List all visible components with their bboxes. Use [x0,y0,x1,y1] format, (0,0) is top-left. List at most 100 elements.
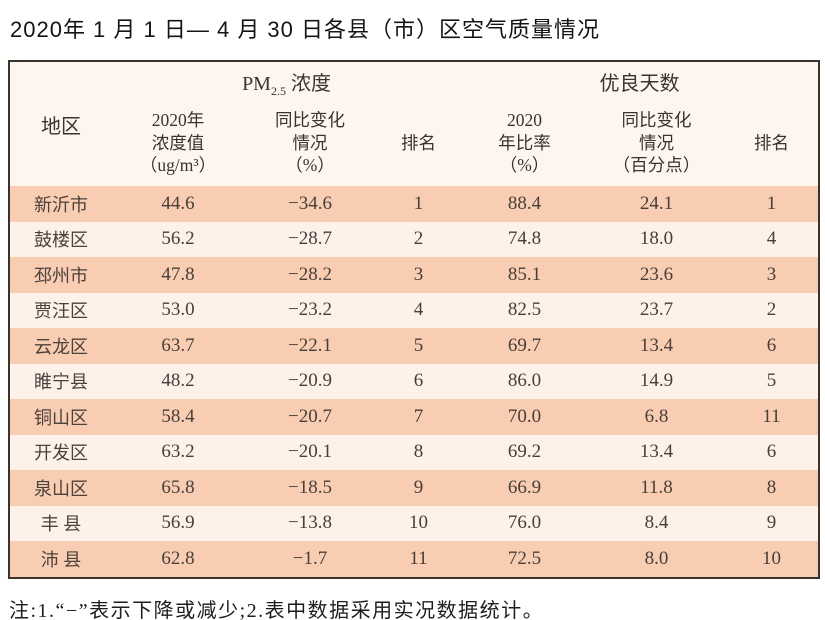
value-cell: 11 [762,405,781,427]
value-cell: 10 [409,512,429,534]
value-cell: −20.7 [288,405,332,427]
value-cell: 9 [413,476,424,498]
pm25-label-suffix: 浓度 [285,72,331,95]
value-cell: 65.8 [161,476,195,498]
table-header: 地区 PM2.5 浓度 优良天数 2020年 浓度值 （ug/m³） 同比变化 … [9,61,820,186]
table-row: 鼓楼区 56.2 −28.7 2 74.8 18.0 4 [9,221,820,257]
table-row: 贾汪区 53.0 −23.2 4 82.5 23.7 2 [9,292,820,328]
value-cell: 23.6 [639,263,674,285]
value-cell: 13.4 [639,441,674,463]
value-cell: 53.0 [161,299,195,321]
value-cell: 6 [766,334,777,356]
pm25-group-header: PM2.5 浓度 [112,61,462,100]
value-cell: 69.2 [507,441,542,463]
value-cell: 48.2 [161,370,195,392]
value-cell: −20.9 [288,370,332,392]
value-cell: 3 [413,263,424,285]
footnote: 注:1.“−”表示下降或减少;2.表中数据采用实况数据统计。 [9,599,545,620]
table-row: 邳州市 47.8 −28.2 3 85.1 23.6 3 [9,257,820,293]
col-header-pm25-rank: 排名 [376,100,462,186]
region-cell: 铜山区 [34,407,88,428]
value-cell: −18.5 [288,476,332,498]
region-cell: 新沂市 [34,194,88,215]
value-cell: −1.7 [292,547,328,569]
value-cell: 8 [766,476,777,498]
table-row: 睢宁县 48.2 −20.9 6 86.0 14.9 5 [9,363,820,399]
region-cell: 丰 县 [40,514,82,535]
value-cell: −20.1 [288,441,332,463]
value-cell: 5 [413,334,424,356]
value-cell: 47.8 [161,263,195,285]
value-cell: 70.0 [507,405,542,427]
value-cell: 56.2 [161,228,195,250]
region-cell: 邳州市 [34,265,88,286]
value-cell: −22.1 [288,334,332,356]
pm25-label-prefix: PM [242,72,271,95]
table-row: 泉山区 65.8 −18.5 9 66.9 11.8 8 [9,470,820,506]
value-cell: −28.2 [288,263,332,285]
table-row: 新沂市 44.6 −34.6 1 88.4 24.1 1 [9,186,820,222]
table-row: 云龙区 63.7 −22.1 5 69.7 13.4 6 [9,328,820,364]
air-quality-table: 地区 PM2.5 浓度 优良天数 2020年 浓度值 （ug/m³） 同比变化 … [8,60,821,579]
value-cell: 11 [409,547,428,569]
value-cell: 9 [766,512,777,534]
value-cell: 6 [413,370,424,392]
page-title: 2020年 1 月 1 日— 4 月 30 日各县（市）区空气质量情况 [10,17,601,42]
value-cell: 56.9 [161,512,195,534]
value-cell: 8.4 [644,512,669,534]
value-cell: 85.1 [507,263,542,285]
table-row: 开发区 63.2 −20.1 8 69.2 13.4 6 [9,434,820,470]
value-cell: 6.8 [644,405,669,427]
sub-header-row: 2020年 浓度值 （ug/m³） 同比变化 情况 （%） 排名 2020 年比… [9,100,820,186]
value-cell: 62.8 [161,547,195,569]
value-cell: 44.6 [161,192,195,214]
value-cell: 7 [413,405,424,427]
region-cell: 沛 县 [40,549,82,570]
value-cell: 1 [766,192,777,214]
value-cell: 4 [766,228,777,250]
value-cell: 18.0 [639,228,674,250]
value-cell: 10 [762,547,782,569]
value-cell: 63.7 [161,334,195,356]
col-header-pm25-value: 2020年 浓度值 （ug/m³） [112,100,244,186]
value-cell: 5 [766,370,777,392]
value-cell: 14.9 [639,370,674,392]
value-cell: 8.0 [644,547,669,569]
value-cell: 66.9 [507,476,542,498]
region-cell: 贾汪区 [34,301,88,322]
value-cell: 82.5 [507,299,542,321]
value-cell: 23.7 [639,299,674,321]
value-cell: 6 [766,441,777,463]
value-cell: 24.1 [639,192,674,214]
col-header-gooddays-change: 同比变化 情况 （百分点） [588,100,726,186]
value-cell: 74.8 [507,228,542,250]
value-cell: −13.8 [288,512,332,534]
region-cell: 开发区 [34,443,88,464]
value-cell: 2 [766,299,777,321]
good-days-group-header: 优良天数 [461,61,820,100]
value-cell: 13.4 [639,334,674,356]
value-cell: 8 [413,441,424,463]
table-row: 铜山区 58.4 −20.7 7 70.0 6.8 11 [9,399,820,435]
region-cell: 鼓楼区 [34,230,88,251]
region-column-header: 地区 [9,61,112,186]
value-cell: 86.0 [507,370,542,392]
group-header-row: 地区 PM2.5 浓度 优良天数 [9,61,820,186]
value-cell: 72.5 [507,547,542,569]
col-header-gooddays-rank: 排名 [725,100,820,186]
value-cell: 11.8 [640,476,673,498]
table-row: 丰 县 56.9 −13.8 10 76.0 8.4 9 [9,505,820,541]
value-cell: 4 [413,299,424,321]
value-cell: 3 [766,263,777,285]
col-header-pm25-change: 同比变化 情况 （%） [244,100,376,186]
value-cell: 1 [413,192,424,214]
value-cell: −34.6 [288,192,332,214]
table-body: 新沂市 44.6 −34.6 1 88.4 24.1 1 鼓楼区 56.2 −28.7 2 74.8 1… [9,186,820,578]
value-cell: −28.7 [288,228,332,250]
region-cell: 泉山区 [34,478,88,499]
value-cell: 2 [413,228,424,250]
value-cell: 88.4 [507,192,542,214]
value-cell: −23.2 [288,299,332,321]
table-row: 沛 县 62.8 −1.7 11 72.5 8.0 10 [9,541,820,578]
